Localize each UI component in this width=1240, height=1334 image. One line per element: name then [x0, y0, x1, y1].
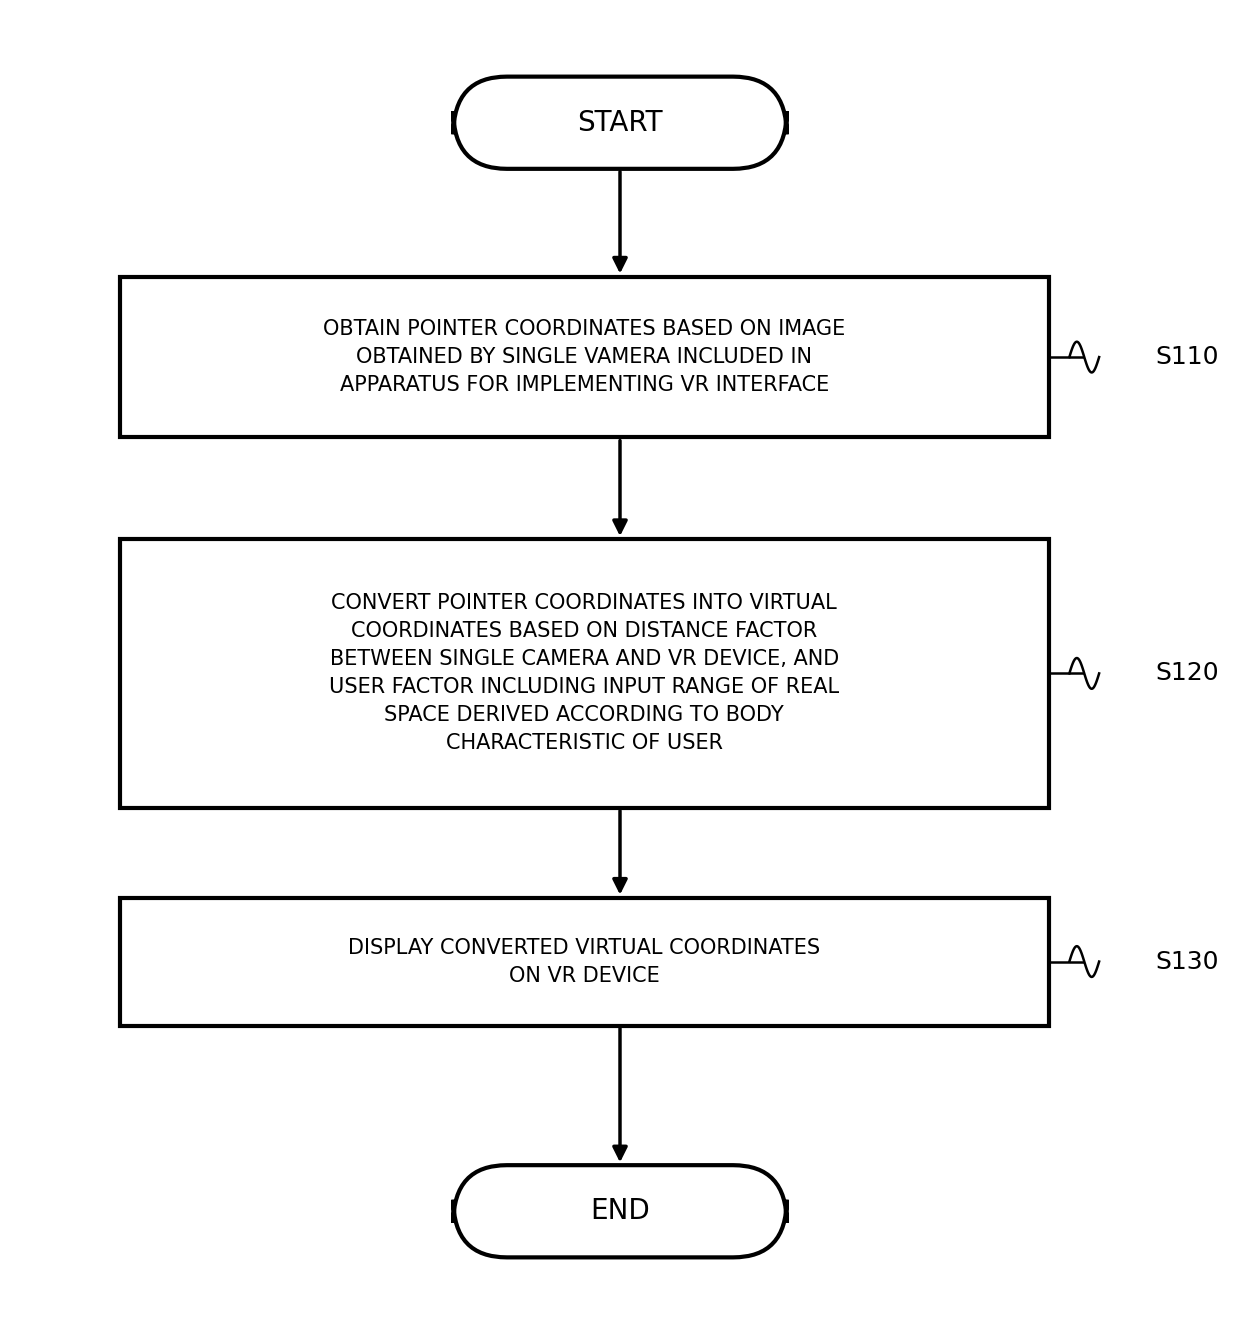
Text: START: START — [578, 109, 662, 136]
Bar — [120, 277, 1049, 438]
Text: S110: S110 — [1156, 346, 1219, 370]
Text: S130: S130 — [1156, 950, 1219, 974]
Bar — [120, 898, 1049, 1026]
FancyBboxPatch shape — [454, 1165, 786, 1258]
Text: S120: S120 — [1156, 662, 1219, 686]
Text: END: END — [590, 1198, 650, 1225]
Bar — [120, 539, 1049, 808]
Text: DISPLAY CONVERTED VIRTUAL COORDINATES
ON VR DEVICE: DISPLAY CONVERTED VIRTUAL COORDINATES ON… — [348, 938, 821, 986]
Text: CONVERT POINTER COORDINATES INTO VIRTUAL
COORDINATES BASED ON DISTANCE FACTOR
BE: CONVERT POINTER COORDINATES INTO VIRTUAL… — [330, 594, 839, 754]
Text: OBTAIN POINTER COORDINATES BASED ON IMAGE
OBTAINED BY SINGLE VAMERA INCLUDED IN
: OBTAIN POINTER COORDINATES BASED ON IMAG… — [324, 319, 846, 395]
FancyBboxPatch shape — [454, 76, 786, 169]
